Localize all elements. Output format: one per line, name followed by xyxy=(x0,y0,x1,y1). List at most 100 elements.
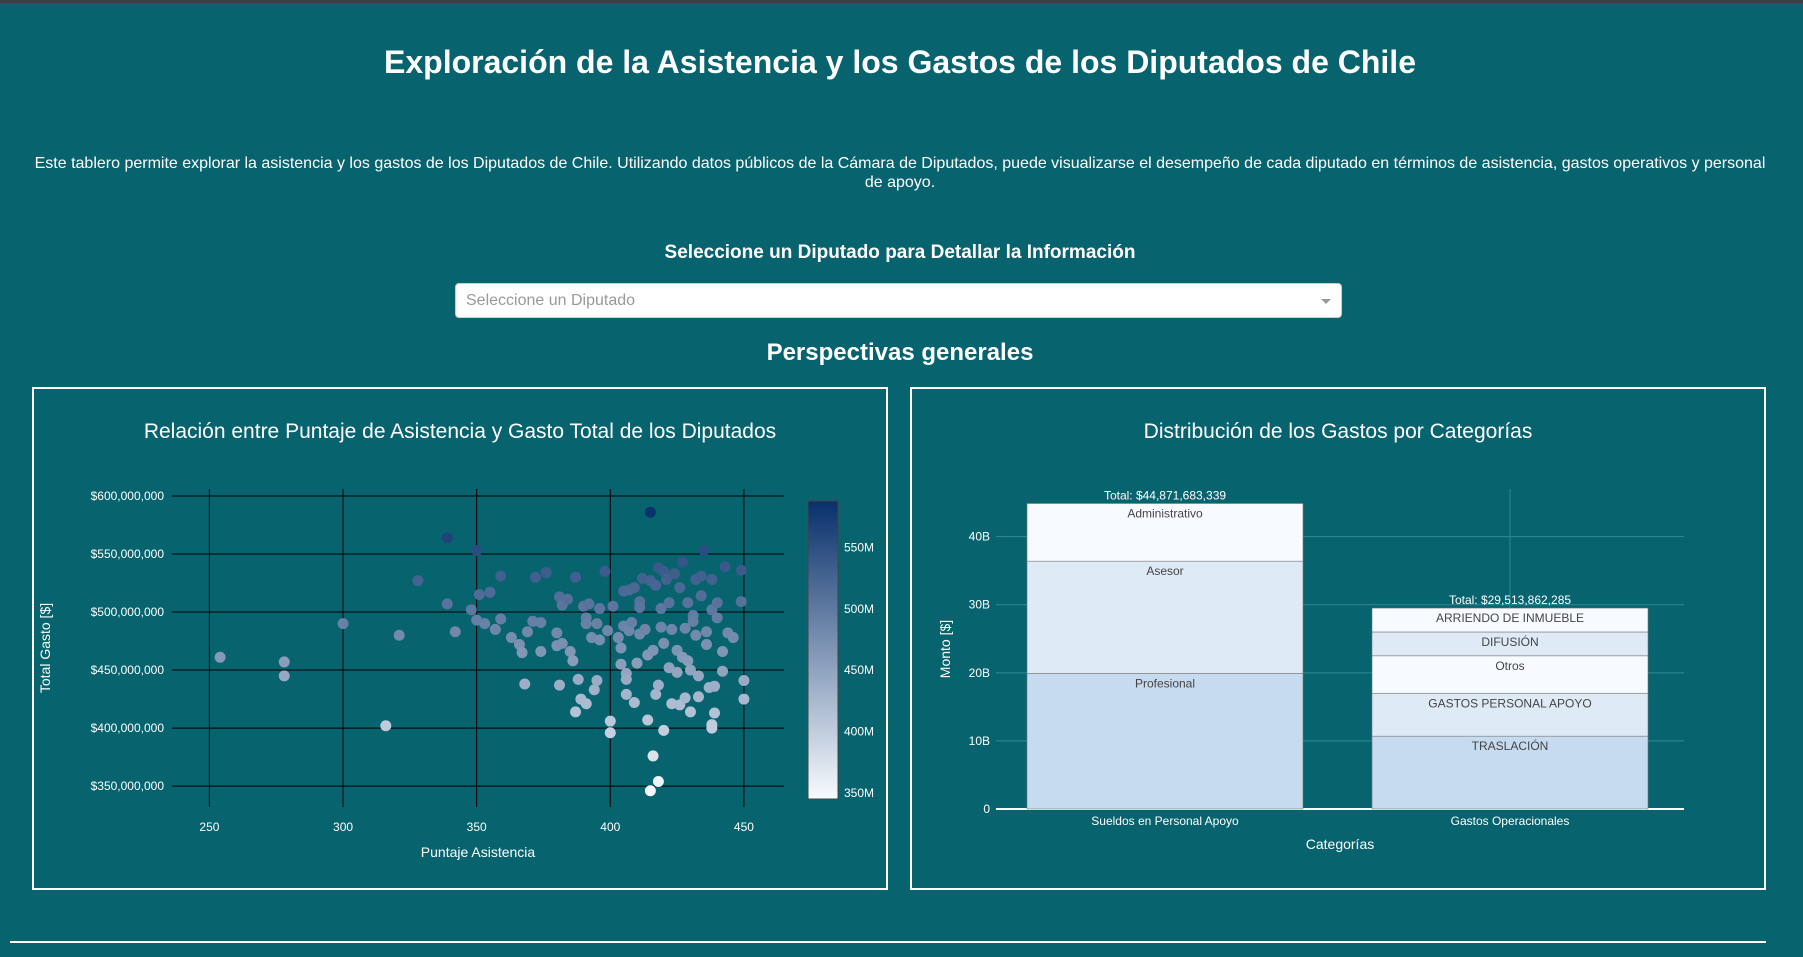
scatter-point xyxy=(495,613,507,625)
scatter-point xyxy=(626,616,638,628)
scatter-point xyxy=(583,598,595,610)
scatter-point xyxy=(674,582,686,594)
x-tick-label: 250 xyxy=(199,820,219,834)
scatter-point xyxy=(521,626,533,638)
scatter-point xyxy=(676,556,688,568)
y-tick-label: $600,000,000 xyxy=(91,489,165,503)
scatter-point xyxy=(540,567,552,579)
y-tick-label: $450,000,000 xyxy=(91,663,165,677)
x-axis-label: Categorías xyxy=(1306,836,1374,852)
scatter-point xyxy=(695,590,707,602)
scatter-point xyxy=(687,615,699,627)
x-tick-label: Gastos Operacionales xyxy=(1451,814,1570,828)
scatter-point xyxy=(535,616,547,628)
scatter-point xyxy=(337,618,349,630)
scatter-point xyxy=(644,506,656,518)
scatter-point xyxy=(671,666,683,678)
deputy-dropdown[interactable]: Seleccione un Diputado xyxy=(455,283,1342,318)
scatter-point xyxy=(554,679,566,691)
scatter-point xyxy=(682,597,694,609)
scatter-point xyxy=(588,684,600,696)
scatter-point xyxy=(516,647,528,659)
scatter-point xyxy=(695,570,707,582)
bar-chart[interactable]: 0 10B 20B 30B 40B Categorías Monto [$] Sueldos … xyxy=(912,389,1764,888)
scatter-point xyxy=(711,597,723,609)
scatter-point xyxy=(679,692,691,704)
bottom-divider xyxy=(10,941,1766,943)
scatter-point xyxy=(564,645,576,657)
bar-panel: Distribución de los Gastos por Categoría… xyxy=(910,387,1766,890)
colorbar-tick-label: 550M xyxy=(844,541,874,555)
scatter-point xyxy=(567,655,579,667)
y-tick-label: $550,000,000 xyxy=(91,547,165,561)
bar-segment-label: DIFUSIÓN xyxy=(1481,634,1538,649)
scatter-point xyxy=(465,604,477,616)
scatter-point xyxy=(278,670,290,682)
scatter-point xyxy=(738,693,750,705)
scatter-point xyxy=(709,707,721,719)
scatter-point xyxy=(719,561,731,573)
scatter-point xyxy=(570,706,582,718)
scatter-point xyxy=(692,691,704,703)
colorbar-tick-label: 350M xyxy=(844,786,874,800)
scatter-chart[interactable]: $350,000,000 $400,000,000 $450,000,000 $500… xyxy=(34,389,886,888)
scatter-point xyxy=(650,688,662,700)
bar-segment-label: TRASLACIÓN xyxy=(1472,738,1549,753)
colorbar xyxy=(807,500,839,800)
scatter-point xyxy=(441,598,453,610)
scatter-point xyxy=(602,625,614,637)
scatter-point xyxy=(615,642,627,654)
bar-segment xyxy=(1026,673,1304,810)
y-tick-label: 10B xyxy=(969,734,990,748)
scatter-point xyxy=(666,623,678,635)
x-tick-label: Sueldos en Personal Apoyo xyxy=(1091,814,1239,828)
scatter-point xyxy=(594,634,606,646)
page-description: Este tablero permite explorar la asisten… xyxy=(34,155,1766,191)
scatter-point xyxy=(580,698,592,710)
colorbar-tick-label: 500M xyxy=(844,602,874,616)
x-tick-label: 300 xyxy=(333,820,353,834)
scatter-point xyxy=(412,575,424,587)
y-tick-label: 40B xyxy=(969,530,990,544)
scatter-point xyxy=(690,629,702,641)
scatter-point xyxy=(535,645,547,657)
bar-title: Distribución de los Gastos por Categoría… xyxy=(1143,420,1533,443)
scatter-point xyxy=(580,618,592,630)
y-axis-label: Monto [$] xyxy=(937,620,953,678)
scatter-point xyxy=(679,622,691,634)
scatter-point xyxy=(652,775,664,787)
x-tick-label: 450 xyxy=(734,820,754,834)
scatter-point xyxy=(727,632,739,644)
scatter-point xyxy=(647,644,659,656)
y-tick-label: $400,000,000 xyxy=(91,721,165,735)
scatter-point xyxy=(698,545,710,557)
scatter-point xyxy=(570,571,582,583)
scatter-title: Relación entre Puntaje de Asistencia y G… xyxy=(143,420,777,443)
scatter-point xyxy=(479,618,491,630)
scatter-point xyxy=(441,532,453,544)
scatter-point xyxy=(572,673,584,685)
scatter-point xyxy=(615,658,627,670)
scatter-point xyxy=(489,623,501,635)
chevron-down-icon[interactable] xyxy=(1321,299,1331,304)
scatter-point xyxy=(735,596,747,608)
scatter-point xyxy=(717,645,729,657)
y-tick-label: 0 xyxy=(983,802,990,816)
scatter-point xyxy=(642,714,654,726)
scatter-point xyxy=(634,601,646,613)
bar-segment xyxy=(1026,560,1304,674)
scatter-point xyxy=(647,750,659,762)
scatter-point xyxy=(278,656,290,668)
colorbar-tick-label: 400M xyxy=(844,725,874,739)
scatter-point xyxy=(473,589,485,601)
bar-segment-label: ARRIENDO DE INMUEBLE xyxy=(1436,611,1584,625)
scatter-point xyxy=(682,655,694,667)
scatter-point xyxy=(556,637,568,649)
y-tick-label: $350,000,000 xyxy=(91,779,165,793)
scatter-point xyxy=(655,603,667,615)
scatter-point xyxy=(706,722,718,734)
bar-segment xyxy=(1371,655,1649,694)
bar-segment-label: Administrativo xyxy=(1127,506,1203,520)
scatter-point xyxy=(684,706,696,718)
scatter-point xyxy=(684,664,696,676)
